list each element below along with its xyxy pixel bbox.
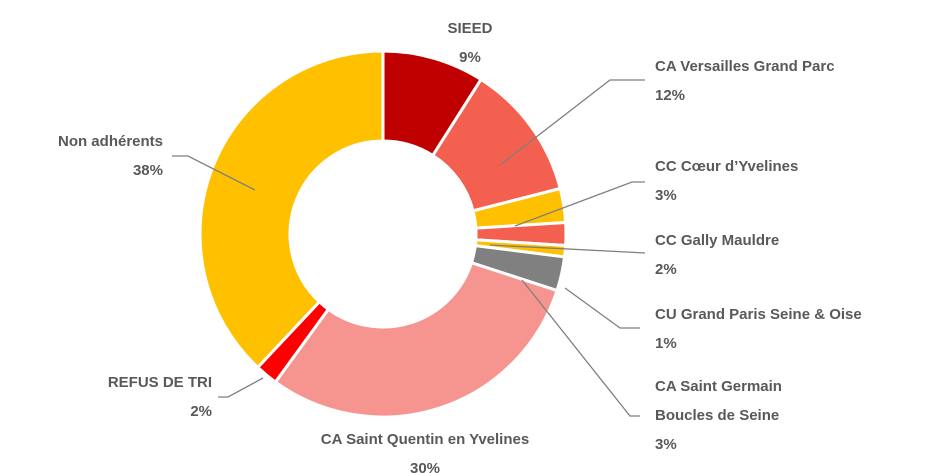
category-name: CU Grand Paris Seine & Oise: [655, 306, 862, 323]
leader-line: [218, 377, 264, 398]
donut-slice: [198, 49, 385, 370]
data-label: CC Gally Mauldre 2%: [655, 226, 779, 284]
data-label: CU Grand Paris Seine & Oise 1%: [655, 300, 862, 358]
category-name: SIEED: [447, 20, 493, 37]
data-label: SIEED 9%: [447, 14, 492, 72]
category-name: Non adhérents: [57, 133, 163, 150]
value-label: 12%: [655, 87, 686, 104]
value-label: 3%: [655, 187, 677, 204]
value-label: 9%: [459, 49, 481, 66]
value-label: 1%: [655, 335, 677, 352]
value-label: 30%: [409, 460, 441, 473]
donut-slice: [273, 260, 559, 419]
category-name: CC Gally Mauldre: [655, 232, 780, 249]
data-label: CA Saint Germain Boucles de Seine 3%: [655, 372, 795, 459]
value-label: 3%: [655, 436, 677, 453]
value-label: 2%: [655, 261, 677, 278]
data-label: CA Saint Quentin en Yvelines 30%: [321, 425, 529, 473]
leader-line: [489, 244, 646, 254]
data-label: REFUS DE TRI 2%: [108, 368, 212, 426]
category-name: CC Cœur d’Yvelines: [655, 158, 799, 175]
leader-line: [172, 155, 256, 191]
category-name: CA Versailles Grand Parc: [655, 58, 835, 75]
leader-line: [514, 181, 645, 227]
leader-line: [521, 279, 640, 417]
data-label: Non adhérents 38%: [58, 127, 163, 185]
value-label: 38%: [132, 162, 163, 179]
data-label: CC Cœur d’Yvelines 3%: [655, 152, 798, 210]
category-name: CA Saint Quentin en Yvelines: [320, 431, 530, 448]
leader-line: [499, 79, 645, 166]
data-label: CA Versailles Grand Parc 12%: [655, 52, 835, 110]
value-label: 2%: [190, 403, 212, 420]
category-name: REFUS DE TRI: [107, 374, 212, 391]
leader-line: [564, 287, 640, 329]
category-name: CA Saint Germain Boucles de Seine: [655, 378, 782, 424]
